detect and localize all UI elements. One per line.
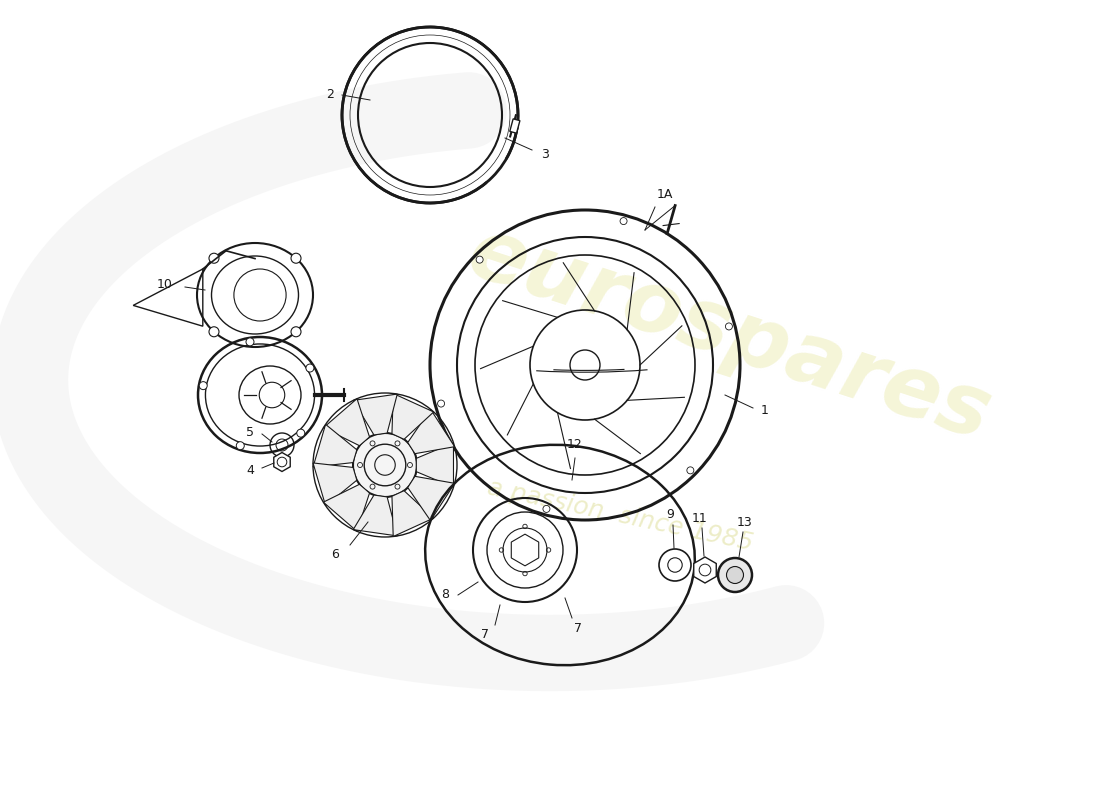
Polygon shape: [274, 453, 290, 471]
Bar: [509, 119, 520, 134]
Circle shape: [543, 506, 550, 513]
Polygon shape: [392, 394, 433, 439]
Polygon shape: [408, 410, 454, 454]
Circle shape: [726, 566, 744, 583]
Text: 2: 2: [326, 89, 334, 102]
Text: eurospares: eurospares: [459, 211, 1002, 458]
Circle shape: [209, 326, 219, 337]
Circle shape: [209, 254, 219, 263]
Text: 5: 5: [246, 426, 254, 438]
Circle shape: [476, 256, 483, 263]
Text: 7: 7: [481, 629, 490, 642]
Polygon shape: [323, 484, 370, 531]
Circle shape: [306, 364, 313, 372]
Text: 13: 13: [737, 515, 752, 529]
Text: 1: 1: [761, 403, 769, 417]
Polygon shape: [314, 463, 356, 506]
Circle shape: [236, 442, 244, 450]
Circle shape: [297, 429, 305, 437]
Circle shape: [199, 382, 207, 390]
Text: 4: 4: [246, 463, 254, 477]
Circle shape: [353, 433, 417, 497]
Polygon shape: [323, 398, 370, 446]
Polygon shape: [512, 534, 539, 566]
Circle shape: [725, 323, 733, 330]
Text: 6: 6: [331, 549, 339, 562]
Text: 9: 9: [667, 509, 674, 522]
Polygon shape: [392, 490, 433, 537]
Text: 1A: 1A: [657, 189, 673, 202]
Circle shape: [686, 467, 694, 474]
Text: 10: 10: [157, 278, 173, 291]
Polygon shape: [353, 394, 397, 435]
Circle shape: [292, 254, 301, 263]
Circle shape: [292, 326, 301, 337]
Text: 11: 11: [692, 511, 708, 525]
Text: 3: 3: [541, 149, 549, 162]
Text: a passion  since 1985: a passion since 1985: [485, 475, 756, 555]
Text: 7: 7: [574, 622, 582, 634]
Polygon shape: [416, 442, 453, 487]
Polygon shape: [694, 557, 716, 583]
Text: 12: 12: [568, 438, 583, 451]
Circle shape: [438, 400, 444, 407]
Polygon shape: [353, 495, 397, 536]
Polygon shape: [314, 424, 356, 467]
Text: 8: 8: [441, 589, 449, 602]
Circle shape: [718, 558, 752, 592]
Circle shape: [246, 338, 254, 346]
Polygon shape: [408, 476, 454, 521]
Circle shape: [620, 218, 627, 225]
